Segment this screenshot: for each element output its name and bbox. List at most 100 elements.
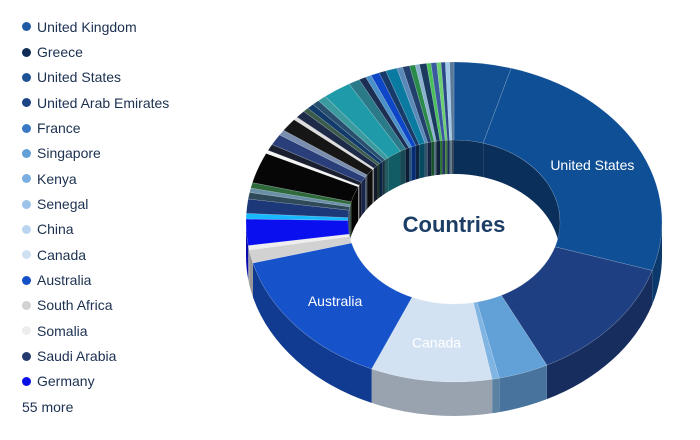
legend-item[interactable]: South Africa bbox=[22, 293, 222, 318]
donut-outer-wall bbox=[252, 263, 372, 403]
chart-legend: United Kingdom Greece United States United … bbox=[22, 14, 222, 419]
donut-slice[interactable] bbox=[449, 61, 455, 141]
donut-inner-wall bbox=[382, 159, 385, 196]
legend-label: France bbox=[37, 120, 81, 137]
donut-slice[interactable] bbox=[370, 72, 417, 148]
donut-slice[interactable] bbox=[245, 198, 350, 218]
legend-marker bbox=[22, 47, 31, 57]
donut-slice[interactable] bbox=[312, 100, 386, 163]
legend-item[interactable]: France bbox=[22, 115, 222, 140]
donut-slice[interactable] bbox=[419, 63, 441, 142]
donut-slice[interactable] bbox=[252, 242, 413, 370]
donut-inner-wall bbox=[436, 140, 441, 176]
legend-label: Greece bbox=[37, 44, 83, 61]
legend-item[interactable]: Canada bbox=[22, 242, 222, 267]
donut-outer-wall bbox=[248, 245, 250, 284]
donut-slice[interactable] bbox=[252, 152, 359, 203]
donut-inner-wall bbox=[411, 145, 416, 181]
donut-inner-wall bbox=[359, 182, 362, 220]
donut-slice[interactable] bbox=[430, 62, 446, 141]
legend-label: United Arab Emirates bbox=[37, 94, 170, 111]
donut-inner-wall bbox=[384, 157, 389, 194]
donut-slice[interactable] bbox=[324, 83, 401, 159]
donut-outer-wall bbox=[492, 378, 500, 414]
donut-inner-wall bbox=[373, 165, 378, 203]
donut-inner-wall bbox=[388, 151, 401, 192]
donut-inner-wall bbox=[442, 140, 446, 175]
donut-slice[interactable] bbox=[283, 119, 374, 176]
legend-item[interactable]: United Arab Emirates bbox=[22, 90, 222, 115]
legend-item[interactable]: China bbox=[22, 217, 222, 242]
legend-item[interactable]: Singapore bbox=[22, 141, 222, 166]
legend-item[interactable]: United States bbox=[22, 65, 222, 90]
donut-top-slices bbox=[245, 61, 663, 383]
legend-label: China bbox=[37, 221, 74, 238]
donut-slice[interactable] bbox=[250, 182, 352, 205]
donut-inner-wall bbox=[372, 168, 374, 204]
donut-inner-wall bbox=[405, 147, 410, 184]
legend-label: Singapore bbox=[37, 145, 101, 162]
donut-outer-wall bbox=[499, 365, 547, 413]
legend-item[interactable]: Greece bbox=[22, 39, 222, 64]
donut-slice[interactable] bbox=[247, 233, 350, 251]
donut-slice[interactable] bbox=[426, 62, 443, 142]
donut-slice[interactable] bbox=[249, 187, 351, 208]
donut-slice[interactable] bbox=[500, 246, 653, 366]
legend-item[interactable]: Germany bbox=[22, 369, 222, 394]
donut-slice[interactable] bbox=[445, 61, 453, 141]
legend-item[interactable]: United Kingdom bbox=[22, 14, 222, 39]
donut-slice[interactable] bbox=[296, 110, 378, 169]
legend-label: South Africa bbox=[37, 297, 113, 314]
slice-label: Canada bbox=[412, 334, 461, 350]
legend-label: Somalia bbox=[37, 322, 88, 339]
donut-inner-wall bbox=[350, 201, 352, 239]
donut-slice[interactable] bbox=[307, 103, 383, 165]
legend-marker bbox=[22, 174, 31, 184]
legend-more-link[interactable]: 55 more bbox=[22, 398, 74, 415]
donut-slice[interactable] bbox=[482, 67, 663, 271]
donut-inner-wall bbox=[400, 149, 406, 186]
legend-item[interactable]: Somalia bbox=[22, 318, 222, 343]
donut-slice[interactable] bbox=[293, 116, 375, 170]
legend-marker bbox=[22, 199, 31, 209]
donut-inner-wall bbox=[427, 141, 432, 177]
donut-slice[interactable] bbox=[385, 67, 426, 145]
donut-inner-wall bbox=[434, 141, 437, 176]
legend-label: Senegal bbox=[37, 196, 89, 213]
donut-inner-wall bbox=[447, 140, 450, 175]
legend-item[interactable]: Senegal bbox=[22, 191, 222, 216]
donut-slice[interactable] bbox=[303, 107, 380, 166]
donut-slice[interactable] bbox=[476, 295, 548, 379]
slice-label: United States bbox=[550, 157, 634, 173]
legend-marker bbox=[22, 123, 31, 133]
donut-inner-wall bbox=[409, 146, 412, 182]
donut-slice[interactable] bbox=[436, 61, 448, 141]
donut-slice[interactable] bbox=[317, 96, 389, 161]
chart-title: Countries bbox=[403, 212, 506, 237]
legend-label: Australia bbox=[37, 272, 92, 289]
donut-slice[interactable] bbox=[348, 79, 407, 152]
donut-inner-wall bbox=[483, 143, 560, 256]
donut-inner-wall bbox=[365, 174, 368, 212]
donut-slice[interactable] bbox=[414, 63, 437, 142]
legend-marker bbox=[22, 98, 31, 108]
donut-slice[interactable] bbox=[371, 296, 493, 383]
donut-inner-wall bbox=[454, 140, 484, 178]
donut-inner-wall bbox=[445, 140, 448, 175]
donut-slice[interactable] bbox=[248, 235, 352, 264]
donut-inner-wall bbox=[377, 163, 380, 200]
donut-inner-wall bbox=[440, 140, 443, 175]
legend-marker bbox=[22, 72, 31, 82]
legend-item[interactable]: Australia bbox=[22, 267, 222, 292]
donut-slice[interactable] bbox=[409, 64, 435, 143]
legend-item[interactable]: Kenya bbox=[22, 166, 222, 191]
legend-label: United States bbox=[37, 69, 122, 86]
legend-marker bbox=[22, 326, 31, 336]
donut-inner-wall bbox=[419, 143, 425, 179]
donut-inner-wall bbox=[451, 140, 454, 175]
donut-slice[interactable] bbox=[473, 301, 500, 380]
donut-slice[interactable] bbox=[271, 134, 366, 183]
legend-marker bbox=[22, 300, 31, 310]
legend-item[interactable]: Saudi Arabia bbox=[22, 343, 222, 368]
